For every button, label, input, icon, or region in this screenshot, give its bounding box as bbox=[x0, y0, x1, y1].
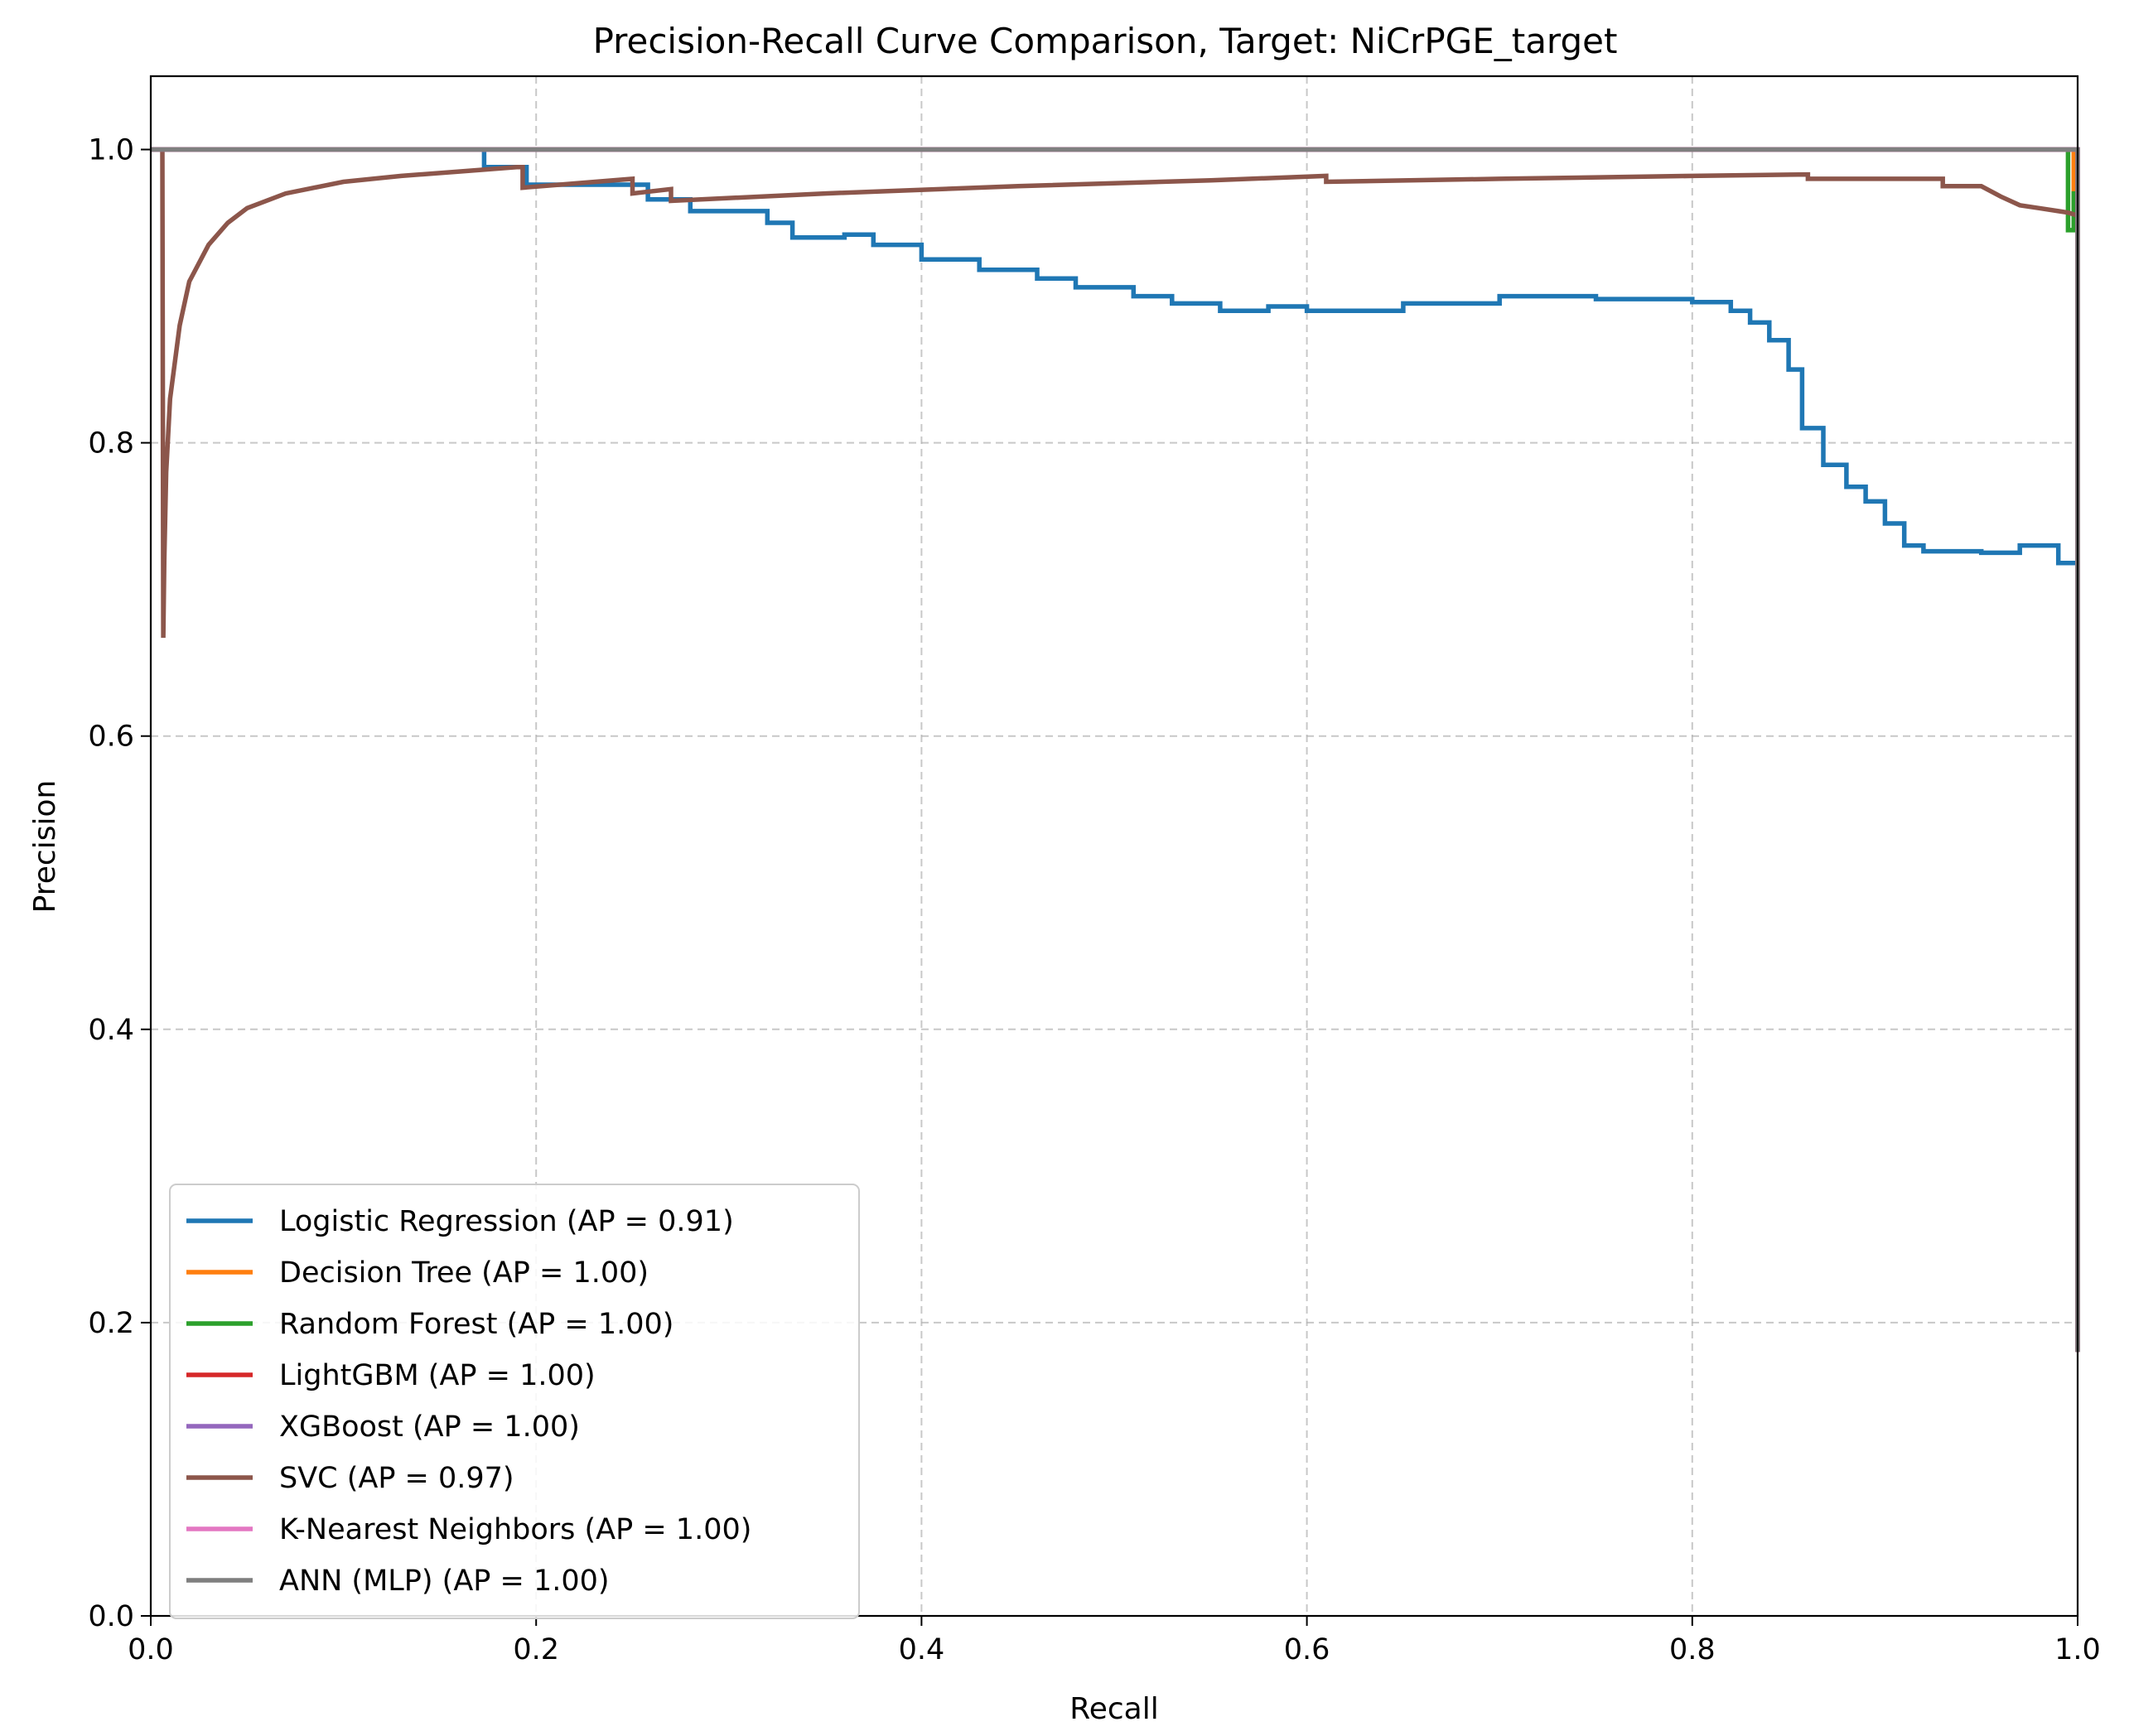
legend-label-6: K-Nearest Neighbors (AP = 1.00) bbox=[279, 1513, 751, 1546]
plot-area-frame bbox=[149, 75, 2079, 1618]
legend-label-7: ANN (MLP) (AP = 1.00) bbox=[279, 1565, 610, 1598]
y-tick-label: 0.8 bbox=[88, 427, 134, 461]
x-axis-label: Recall bbox=[1069, 1692, 1158, 1726]
y-axis-label: Precision bbox=[28, 780, 62, 914]
x-tick-label: 0.8 bbox=[1669, 1633, 1716, 1666]
y-tick-label: 0.0 bbox=[88, 1600, 134, 1633]
y-tick-label: 0.6 bbox=[88, 721, 134, 754]
legend-label-4: XGBoost (AP = 1.00) bbox=[279, 1410, 580, 1444]
legend-label-1: Decision Tree (AP = 1.00) bbox=[279, 1256, 649, 1290]
legend-box bbox=[169, 1184, 860, 1619]
legend-label-0: Logistic Regression (AP = 0.91) bbox=[279, 1205, 734, 1238]
x-tick-label: 0.4 bbox=[899, 1633, 945, 1666]
x-tick-label: 0.0 bbox=[128, 1633, 174, 1666]
series-line-0 bbox=[151, 147, 2080, 1353]
x-tick-label: 0.2 bbox=[513, 1633, 559, 1666]
x-tick-label: 0.6 bbox=[1284, 1633, 1330, 1666]
y-tick-label: 1.0 bbox=[88, 134, 134, 167]
legend-label-3: LightGBM (AP = 1.00) bbox=[279, 1359, 596, 1392]
legend-label-2: Random Forest (AP = 1.00) bbox=[279, 1308, 673, 1341]
series-line-5 bbox=[160, 149, 2080, 1353]
y-tick-label: 0.4 bbox=[88, 1014, 134, 1047]
chart-title: Precision-Recall Curve Comparison, Targe… bbox=[593, 21, 1618, 61]
y-tick-label: 0.2 bbox=[88, 1307, 134, 1340]
legend-label-5: SVC (AP = 0.97) bbox=[279, 1462, 514, 1495]
x-tick-label: 1.0 bbox=[2054, 1633, 2101, 1666]
legend: Logistic Regression (AP = 0.91) Decision … bbox=[169, 1184, 860, 1619]
axis-ticks: 0.0 0.2 0.4 0.6 0.8 1.0 0.0 0.2 0.4 0.6 0.8 1.0 bbox=[88, 134, 2101, 1666]
